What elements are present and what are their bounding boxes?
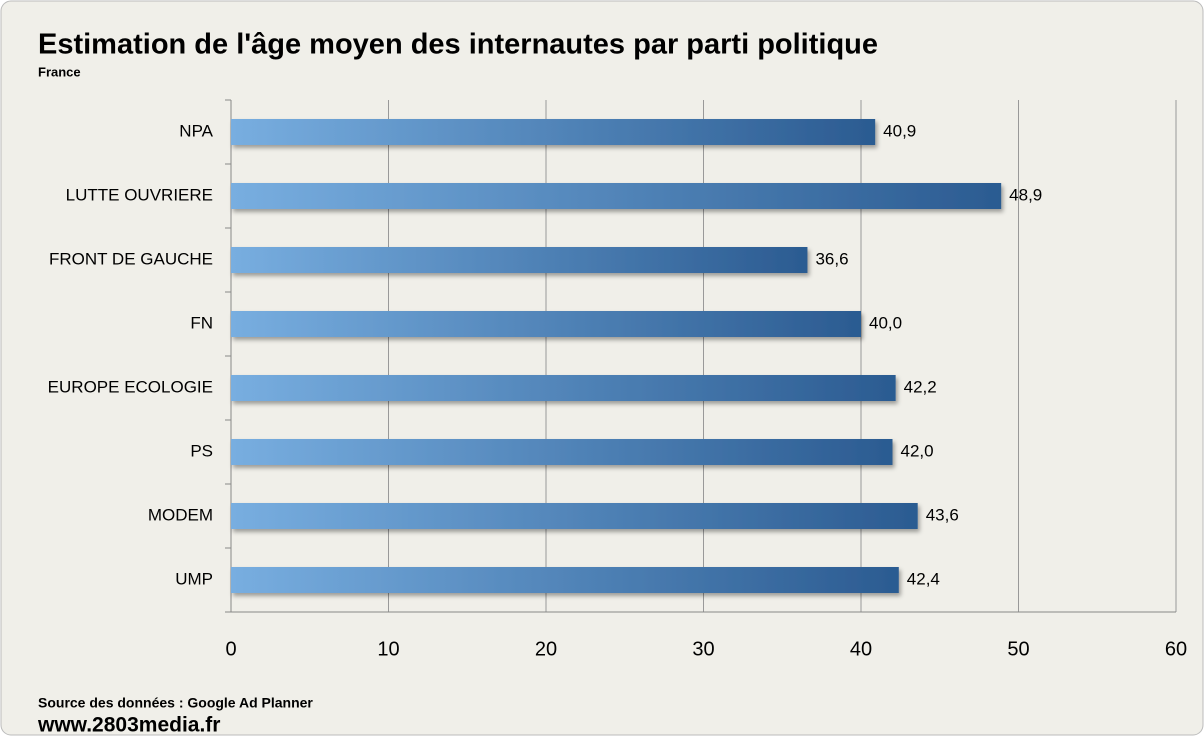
bar [231, 247, 808, 273]
y-tick-label: FRONT DE GAUCHE [49, 249, 213, 268]
bar [231, 183, 1002, 209]
bar [231, 119, 876, 145]
x-tick-label: 20 [535, 638, 557, 660]
y-tick-label: MODEM [148, 505, 213, 524]
y-tick-label: PS [190, 441, 213, 460]
chart-title: Estimation de l'âge moyen des internaute… [38, 29, 878, 61]
x-tick-label: 50 [1007, 638, 1029, 660]
data-label: 48,9 [1009, 185, 1042, 204]
bar [231, 503, 918, 529]
y-tick-label: FN [190, 313, 213, 332]
source: Source des données : Google Ad Planner [38, 695, 313, 711]
bar [231, 567, 899, 593]
y-tick-label: EUROPE ECOLOGIE [48, 377, 213, 396]
data-label: 36,6 [815, 249, 848, 268]
data-label: 42,4 [907, 569, 940, 588]
x-tick-label: 0 [225, 638, 236, 660]
x-tick-label: 60 [1165, 638, 1187, 660]
chart-subtitle: France [38, 64, 81, 79]
data-label: 42,0 [901, 441, 934, 460]
website: www.2803media.fr [37, 714, 220, 736]
bar [231, 311, 861, 337]
x-tick-label: 30 [692, 638, 714, 660]
bar [231, 439, 893, 465]
y-tick-label: UMP [175, 569, 213, 588]
data-label: 43,6 [926, 505, 959, 524]
y-tick-label: NPA [179, 121, 213, 140]
data-label: 40,9 [883, 121, 916, 140]
y-tick-label: LUTTE OUVRIERE [66, 185, 213, 204]
data-label: 40,0 [869, 313, 902, 332]
bar [231, 375, 896, 401]
data-label: 42,2 [904, 377, 937, 396]
x-tick-label: 40 [850, 638, 872, 660]
x-tick-label: 10 [377, 638, 399, 660]
